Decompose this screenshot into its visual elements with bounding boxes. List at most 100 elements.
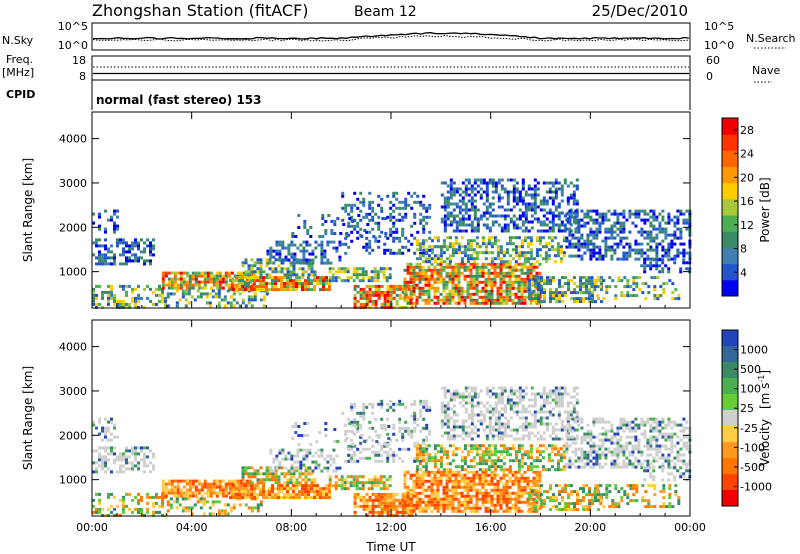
heatmap-cell <box>484 470 488 474</box>
heatmap-cell <box>518 214 522 218</box>
heatmap-cell <box>496 465 500 469</box>
heatmap-cell <box>508 236 512 240</box>
heatmap-cell <box>347 444 351 448</box>
heatmap-cell <box>149 262 152 266</box>
heatmap-cell <box>502 450 506 454</box>
heatmap-cell <box>451 251 455 255</box>
heatmap-cell <box>188 485 192 489</box>
heatmap-cell <box>539 208 543 212</box>
heatmap-cell <box>476 208 480 212</box>
heatmap-cell <box>155 501 158 505</box>
heatmap-cell <box>374 498 378 502</box>
heatmap-cell <box>469 444 473 448</box>
heatmap-cell <box>334 484 338 488</box>
heatmap-cell <box>370 487 374 491</box>
heatmap-cell <box>573 291 576 295</box>
heatmap-cell <box>427 260 431 264</box>
heatmap-cell <box>661 254 665 258</box>
heatmap-cell <box>592 230 596 234</box>
heatmap-cell <box>514 456 518 460</box>
heatmap-cell <box>640 227 644 231</box>
heatmap-cell <box>466 476 470 480</box>
heatmap-cell <box>286 493 289 497</box>
heatmap-cell <box>277 475 281 479</box>
heatmap-cell <box>493 485 497 489</box>
heatmap-cell <box>433 280 437 284</box>
heatmap-cell <box>313 496 316 500</box>
heatmap-cell <box>239 271 243 275</box>
heatmap-cell <box>457 271 461 275</box>
heatmap-cell <box>637 215 641 219</box>
heatmap-cell <box>421 485 425 489</box>
heatmap-cell <box>520 476 524 480</box>
heatmap-cell <box>214 295 218 299</box>
heatmap-cell <box>544 245 548 249</box>
heatmap-cell <box>365 215 369 219</box>
heatmap-cell <box>298 285 301 289</box>
heatmap-cell <box>466 444 470 448</box>
heatmap-cell <box>283 276 286 280</box>
heatmap-cell <box>559 453 563 457</box>
heatmap-cell <box>322 496 325 500</box>
heatmap-cell <box>524 226 528 230</box>
heatmap-cell <box>493 444 497 448</box>
heatmap-cell <box>552 291 555 295</box>
heatmap-cell <box>424 450 428 454</box>
heatmap-cell <box>638 276 642 280</box>
heatmap-cell <box>355 475 359 479</box>
heatmap-cell <box>481 301 485 305</box>
heatmap-cell <box>305 457 309 461</box>
heatmap-cell <box>409 301 413 305</box>
heatmap-cell <box>380 209 384 213</box>
heatmap-cell <box>511 491 515 495</box>
heatmap-cell <box>568 242 572 246</box>
heatmap-cell <box>508 494 512 498</box>
heatmap-cell <box>658 221 662 225</box>
heatmap-cell <box>589 239 593 243</box>
heatmap-cell <box>212 488 216 492</box>
heatmap-cell <box>532 257 536 261</box>
heatmap-cell <box>487 497 491 501</box>
heatmap-cell <box>355 481 359 485</box>
heatmap-cell <box>221 274 225 278</box>
heatmap-cell <box>290 261 294 265</box>
heatmap-cell <box>502 494 506 498</box>
heatmap-cell <box>573 282 576 286</box>
heatmap-cell <box>623 285 627 289</box>
heatmap-cell <box>529 257 533 261</box>
heatmap-cell <box>517 283 521 287</box>
heatmap-cell <box>523 289 527 293</box>
heatmap-cell <box>544 447 548 451</box>
heatmap-cell <box>481 482 485 486</box>
heatmap-cell <box>667 267 671 271</box>
heatmap-cell <box>490 245 494 249</box>
heatmap-cell <box>323 457 327 461</box>
heatmap-cell <box>555 288 558 292</box>
heatmap-cell <box>496 274 500 278</box>
heatmap-cell <box>472 301 476 305</box>
heatmap-cell <box>323 466 327 470</box>
heatmap-cell <box>152 290 155 294</box>
heatmap-cell <box>475 503 479 507</box>
heatmap-cell <box>646 248 650 252</box>
heatmap-cell <box>469 265 473 269</box>
heatmap-cell <box>475 257 479 261</box>
heatmap-cell <box>104 446 107 450</box>
heatmap-cell <box>380 453 384 457</box>
heatmap-cell <box>469 295 473 299</box>
heatmap-cell <box>269 466 273 470</box>
heatmap-cell <box>190 506 194 510</box>
heatmap-cell <box>665 282 669 286</box>
heatmap-cell <box>572 220 576 224</box>
heatmap-cell <box>286 490 289 494</box>
heatmap-cell <box>673 254 677 258</box>
heatmap-cell <box>134 253 137 257</box>
heatmap-cell <box>175 500 179 504</box>
heatmap-cell <box>667 233 671 237</box>
heatmap-cell <box>475 500 479 504</box>
heatmap-cell <box>632 294 636 298</box>
heatmap-cell <box>290 243 294 247</box>
heatmap-cell <box>418 274 422 278</box>
heatmap-cell <box>466 292 470 296</box>
heatmap-cell <box>412 482 416 486</box>
